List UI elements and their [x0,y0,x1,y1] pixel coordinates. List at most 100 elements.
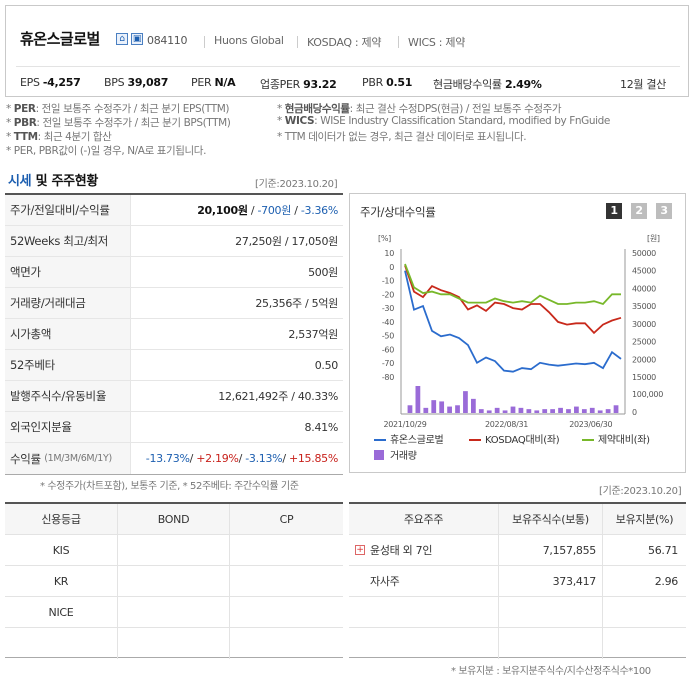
cp-rating [230,535,343,566]
header-divider [16,66,680,67]
cp-rating [230,597,343,628]
company-header: 휴온스글로벌 ⌂ ▣ 084110 Huons Global KOSDAQ : … [5,5,689,97]
table-row: 발행주식수/유동비율 12,621,492주 / 40.33% [5,381,343,412]
metric-pbr: PBR 0.51 [362,76,413,89]
table-row: 시가총액 2,537억원 [5,319,343,350]
holder-shares: 7,157,855 [499,535,603,566]
price-note: * 수정주가(차트포함), 보통주 기준, * 52주베타: 주간수익률 기준 [40,481,299,492]
section-title: 시세 및 주주현황 [8,174,99,189]
tab-3[interactable]: 3 [656,203,672,219]
agency-name: NICE [5,597,118,628]
y-left-tick: -50 [382,332,394,341]
agency-name: KR [5,566,118,597]
x-tick: 2021/10/29 [383,420,426,429]
row-label: 52Weeks 최고/최저 [5,226,131,256]
footnote-na: * PER, PBR값이 (-)일 경우, N/A로 표기됩니다. [6,145,207,157]
row-value: 2,537억원 [288,328,338,341]
footnote-ttm-missing: * TTM 데이터가 없는 경우, 최근 결산 데이터로 표시됩니다. [277,131,527,143]
footnote-per: * PER: 전일 보통주 수정주가 / 최근 분기 EPS(TTM) [6,103,230,115]
series-line [404,263,621,306]
bond-rating [118,597,230,628]
row-value: 20,100원 / -700원 / -3.36% [197,204,338,217]
table-row: 거래량/거래대금 25,356주 / 5억원 [5,288,343,319]
bond-rating [118,566,230,597]
metric-per: PER N/A [191,76,236,89]
volume-bar [542,409,548,413]
volume-bar [494,407,500,413]
chart-panel: 주가/상대수익률 1 2 3 [%] [원] 10 0 -10 -20 -30 -40 -50 -… [349,193,686,473]
table-row: 52Weeks 최고/최저 27,250원 / 17,050원 [5,226,343,257]
chart-title: 주가/상대수익률 [360,205,436,219]
table-row: 액면가 500원 [5,257,343,288]
holder-pct: 56.71 [603,535,686,566]
home-icon[interactable]: ⌂ [116,33,128,45]
y-right-tick: 35000 [632,302,656,311]
y-left-tick: -70 [382,359,394,368]
column-header: 신용등급 [5,504,118,535]
volume-bar [463,391,468,413]
volume-bar [613,405,619,413]
chart-canvas: [%] [원] 10 0 -10 -20 -30 -40 -50 -60 -70 -80 50000 45… [374,234,663,462]
table-row: 주가/전일대비/수익률 20,100원 / -700원 / -3.36% [5,195,343,226]
row-label: 시가총액 [5,319,131,349]
footnote-wics: * WICS: WISE Industry Classification Sta… [277,115,610,127]
volume-bar [597,410,603,413]
divider [297,36,298,48]
divider [398,36,399,48]
legend-label: KOSDAQ대비(좌) [485,434,560,446]
credit-rating-table: 신용등급 BOND CP KIS KR NICE [5,502,343,659]
holder-shares [499,628,603,659]
row-label: 외국인지분율 [5,412,131,442]
expand-icon[interactable]: + [355,545,365,555]
footnote-ttm: * TTM: 최근 4분기 합산 [6,131,112,143]
volume-bar [558,407,563,413]
row-value: -13.73%/ +2.19%/ -3.13%/ +15.85% [145,452,339,465]
x-tick: 2023/06/30 [569,420,612,429]
legend-label: 제약대비(좌) [598,434,650,446]
cp-rating [230,566,343,597]
volume-bar [605,409,611,413]
volume-bar [431,400,437,413]
y-right-tick: 25000 [632,338,656,347]
volume-bar [447,406,452,413]
y-right-tick: 20000 [632,355,656,364]
major-shareholder-table: 주요주주 보유주식수(보통) 보유지분(%) + 윤성태 외 7인 7,157,… [349,502,686,659]
y-left-tick: -60 [382,345,394,354]
volume-bar [566,409,571,413]
agency-name [5,628,118,659]
volume-bar [574,406,579,413]
volume-bar [526,409,532,413]
row-label: 액면가 [5,257,131,287]
price-table: 주가/전일대비/수익률 20,100원 / -700원 / -3.36% 52W… [5,193,343,475]
base-date: [기준:2023.10.20] [255,179,338,190]
row-label: 수익률 (1M/3M/6M/1Y) [5,443,131,474]
y-left-tick: -40 [382,318,394,327]
bond-rating [118,535,230,566]
footnote-pbr: * PBR: 전일 보통주 수정주가 / 최근 분기 BPS(TTM) [6,117,231,129]
series-line [404,265,622,335]
building-icon[interactable]: ▣ [131,33,143,45]
y-right-tick: 30000 [632,320,656,329]
holder-pct: 2.96 [603,566,686,597]
wics-label: WICS : 제약 [408,36,466,49]
metric-dividend-yield: 현금배당수익률 2.49% [433,78,542,91]
holder-shares [499,597,603,628]
tab-2[interactable]: 2 [631,203,647,219]
volume-bar [455,405,460,413]
volume-bar [550,409,556,413]
row-value: 0.50 [314,358,339,372]
row-value: 12,621,492주 / 40.33% [218,390,338,403]
volume-bar [478,409,484,413]
row-value: 27,250원 / 17,050원 [235,235,338,248]
legend-swatch [374,450,384,460]
y-right-tick: 40000 [632,284,656,293]
right-axis-unit: [원] [647,234,660,243]
tab-1[interactable]: 1 [606,203,622,219]
column-header: CP [230,504,343,535]
column-header: 보유지분(%) [603,504,686,535]
holder-name [349,597,499,628]
volume-bar [581,409,587,413]
series-line [404,270,622,373]
row-label: 거래량/거래대금 [5,288,131,318]
volume-bar [486,410,492,413]
